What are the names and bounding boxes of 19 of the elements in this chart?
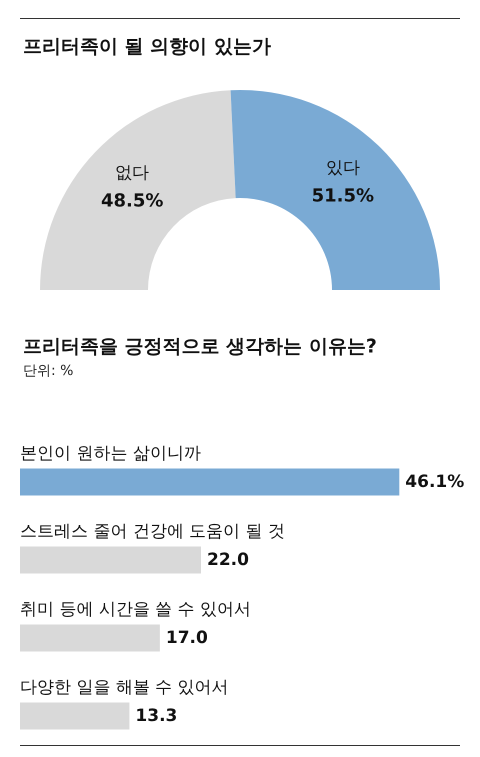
chart-title: 프리터족을 긍정적으로 생각하는 이유는? [23,336,377,358]
data-label: 13.3 [135,706,178,726]
y-tick-label: 본인이 원하는 삶이니까 [20,444,201,464]
y-tick-label: 다양한 일을 해볼 수 있어서 [20,678,229,698]
bar [20,702,130,730]
bar [20,468,400,496]
data-label: 51.5% [312,186,374,207]
y-tick-label: 스트레스 줄어 건강에 도움이 될 것 [20,522,286,542]
data-label: 48.5% [100,190,164,212]
bar [20,624,160,652]
slice-label: 있다 [326,158,360,178]
y-tick-label: 취미 등에 시간을 쓸 수 있어서 [20,600,252,620]
data-label: 46.1% [405,472,464,492]
slice-label: 없다 [115,163,150,184]
data-label: 17.0 [166,628,208,648]
data-label: 22.0 [207,550,250,570]
chart-title: 프리터족이 될 의향이 있는가 [23,36,271,58]
bar [20,546,202,574]
chart-subtitle: 단위: % [23,363,74,379]
